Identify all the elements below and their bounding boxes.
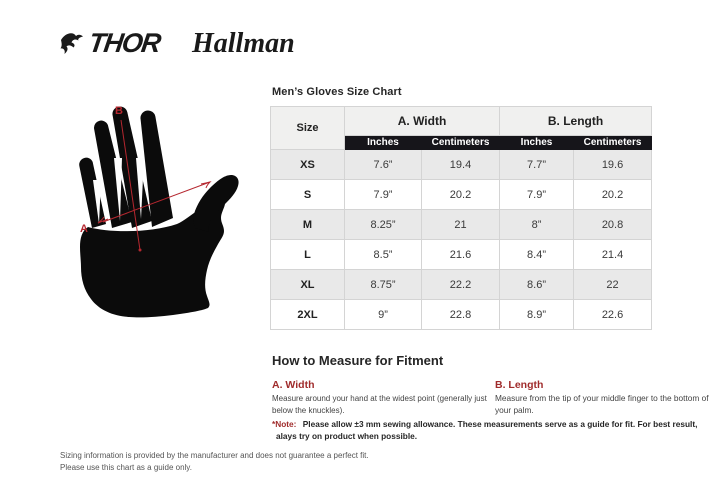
- svg-text:B: B: [115, 105, 123, 117]
- svg-text:A: A: [80, 223, 88, 235]
